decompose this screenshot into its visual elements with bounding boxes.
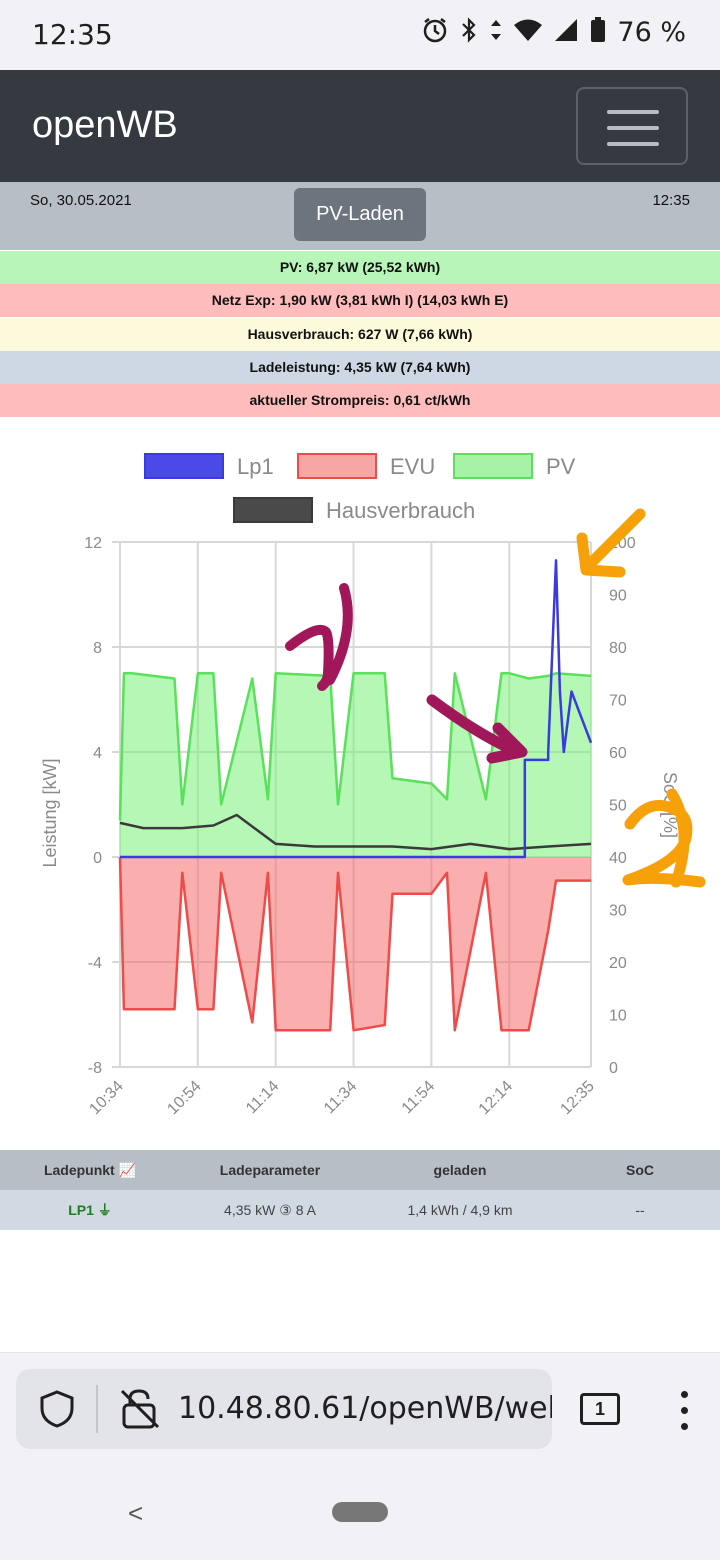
battery-icon xyxy=(589,16,607,49)
col-ladeparameter: Ladeparameter xyxy=(219,1162,321,1178)
legend-label: PV xyxy=(546,454,576,479)
plug-icon: ⏚ xyxy=(97,1202,112,1218)
data-arrows-icon xyxy=(489,16,503,49)
divider xyxy=(96,1385,98,1433)
x-tick-label: 12:14 xyxy=(476,1078,516,1118)
charge-parameters: 4,35 kW ③ 8 A xyxy=(224,1201,316,1218)
brand-title[interactable]: openWB xyxy=(32,104,178,146)
x-axis-ticks: 10:34 10:54 11:14 11:34 11:54 12:14 12:35 xyxy=(86,1078,597,1118)
col-ladepunkt[interactable]: Ladepunkt 📈 xyxy=(43,1161,137,1178)
x-tick-label: 11:14 xyxy=(243,1078,283,1118)
series-line-evu xyxy=(118,856,591,1032)
legend-swatch-pv xyxy=(453,453,533,479)
battery-percent: 76 % xyxy=(617,17,686,48)
legend-swatch-hausverbrauch xyxy=(233,497,313,523)
y2-tick-label: 20 xyxy=(609,955,627,972)
legend-label: Hausverbrauch xyxy=(326,498,475,523)
series-line-lp1 xyxy=(120,559,593,859)
grid-export-row: Netz Exp: 1,90 kW (3,81 kWh I) (14,03 kW… xyxy=(0,284,720,317)
address-bar[interactable]: 10.48.80.61/openWB/web/index.php xyxy=(16,1369,552,1449)
y-axis-ticks: 12 8 4 0 -4 -8 xyxy=(84,535,102,1077)
table-header: Ladepunkt 📈 Ladeparameter geladen SoC xyxy=(0,1150,720,1190)
date-label: So, 30.05.2021 xyxy=(30,192,132,209)
y-tick-label: 8 xyxy=(93,640,102,657)
y2-tick-label: 70 xyxy=(609,693,627,710)
wifi-icon xyxy=(513,17,543,48)
house-consumption-row: Hausverbrauch: 627 W (7,66 kWh) xyxy=(0,318,720,351)
hamburger-icon-bar xyxy=(607,142,659,146)
y2-tick-label: 80 xyxy=(609,640,627,657)
y2-tick-label: 0 xyxy=(609,1060,618,1077)
y2-tick-label: 60 xyxy=(609,745,627,762)
soc-value: -- xyxy=(635,1202,645,1218)
back-icon[interactable]: < xyxy=(128,1498,144,1528)
tabs-button[interactable]: 1 xyxy=(580,1393,620,1425)
info-header: So, 30.05.2021 PV-Laden 12:35 xyxy=(0,182,720,250)
y-tick-label: 4 xyxy=(93,745,102,762)
chargepoint-name[interactable]: LP1 ⏚ xyxy=(68,1202,112,1218)
y2-tick-label: 90 xyxy=(609,588,627,605)
x-tick-label: 10:34 xyxy=(86,1078,126,1118)
y2-tick-label: 30 xyxy=(609,903,627,920)
pv-row: PV: 6,87 kW (25,52 kWh) xyxy=(0,251,720,284)
insecure-lock-icon[interactable] xyxy=(120,1387,160,1436)
charging-power-row: Ladeleistung: 4,35 kW (7,64 kWh) xyxy=(0,351,720,384)
legend-swatch-lp1 xyxy=(144,453,224,479)
menu-toggle-button[interactable] xyxy=(576,87,688,165)
col-geladen: geladen xyxy=(433,1162,487,1178)
x-tick-label: 11:34 xyxy=(321,1078,361,1118)
y-tick-label: -4 xyxy=(88,955,102,972)
status-icons: 76 % xyxy=(421,16,686,49)
table-row[interactable]: LP1 ⏚ 4,35 kW ③ 8 A 1,4 kWh / 4,9 km -- xyxy=(0,1190,720,1230)
y2-tick-label: 50 xyxy=(609,798,627,815)
series-line-pv xyxy=(118,672,592,821)
charge-mode-button[interactable]: PV-Laden xyxy=(294,188,426,241)
annotation-one xyxy=(285,583,528,764)
signal-icon xyxy=(553,17,579,48)
y-tick-label: -8 xyxy=(88,1060,102,1077)
electricity-price-row: aktueller Strompreis: 0,61 ct/kWh xyxy=(0,384,720,417)
y2-tick-label: 40 xyxy=(609,850,627,867)
bluetooth-icon xyxy=(459,16,479,49)
series-area-pv xyxy=(120,673,591,857)
app-navbar: openWB xyxy=(0,70,720,182)
x-tick-label: 12:35 xyxy=(557,1078,597,1118)
status-time: 12:35 xyxy=(32,18,113,51)
more-options-icon[interactable] xyxy=(672,1389,698,1433)
series-area-evu xyxy=(120,857,591,1031)
system-navigation: < xyxy=(0,1462,720,1560)
x-tick-label: 10:54 xyxy=(164,1078,204,1118)
y-tick-label: 12 xyxy=(84,535,102,552)
legend-swatch-evu xyxy=(297,453,377,479)
hamburger-icon xyxy=(607,110,659,114)
chart-series xyxy=(118,559,593,1032)
hamburger-icon-bar xyxy=(607,126,659,130)
chargepoint-table: Ladepunkt 📈 Ladeparameter geladen SoC LP… xyxy=(0,1150,720,1230)
legend-label: Lp1 xyxy=(237,454,274,479)
annotation-two xyxy=(576,508,706,888)
shield-icon[interactable] xyxy=(38,1389,76,1434)
home-pill[interactable] xyxy=(332,1502,388,1522)
power-chart[interactable]: 12 8 4 0 -4 -8 100 90 80 70 60 50 40 30 20 10 0 10:34 10… xyxy=(0,418,720,1150)
time-label: 12:35 xyxy=(652,192,690,209)
x-tick-label: 11:54 xyxy=(399,1078,439,1118)
y-tick-label: 0 xyxy=(93,850,102,867)
series-line-hausverbrauch xyxy=(119,813,592,851)
browser-toolbar: 10.48.80.61/openWB/web/index.php 1 xyxy=(0,1352,720,1462)
col-soc: SoC xyxy=(626,1162,654,1178)
alarm-icon xyxy=(421,16,449,49)
chart-legend: Lp1 EVU PV Hausverbrauch xyxy=(144,453,576,523)
y-axis-label: Leistung [kW] xyxy=(40,758,60,867)
y2-tick-label: 10 xyxy=(609,1008,627,1025)
system-status-bar: 12:35 76 % xyxy=(0,0,720,70)
legend-label: EVU xyxy=(390,454,435,479)
chart-icon: 📈 xyxy=(118,1161,137,1178)
url-text[interactable]: 10.48.80.61/openWB/web/index.php xyxy=(178,1391,552,1426)
charged-amount: 1,4 kWh / 4,9 km xyxy=(407,1202,513,1218)
